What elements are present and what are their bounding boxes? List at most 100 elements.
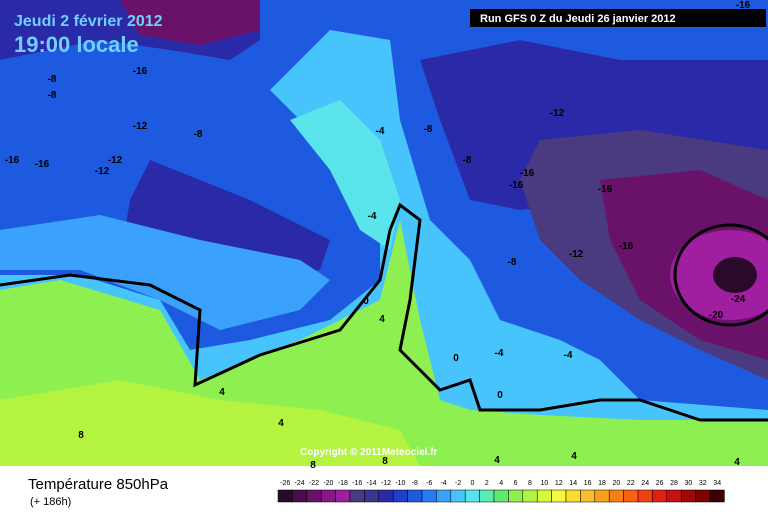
zone [290, 100, 400, 250]
contour-label: 4 [494, 455, 500, 466]
contour-label: -8 [48, 74, 57, 85]
scale-swatch [292, 489, 308, 503]
scale-swatch [709, 489, 725, 503]
scale-tick-label: 32 [699, 480, 707, 487]
scale-tick-label: -26 [280, 480, 290, 487]
scale-tick-label: -10 [395, 480, 405, 487]
scale-tick-label: -18 [338, 480, 348, 487]
scale-swatch [378, 489, 394, 503]
scale-tick-label: 8 [528, 480, 532, 487]
contour-label: -8 [48, 90, 57, 101]
contour-label: -16 [736, 0, 751, 11]
contour-label: -4 [564, 350, 573, 361]
contour-label: -12 [569, 249, 584, 260]
scale-swatch [594, 489, 610, 503]
contour-label: 8 [310, 460, 316, 471]
zone [0, 380, 420, 466]
contour-label: 4 [219, 387, 225, 398]
contour-label: -8 [463, 155, 472, 166]
zone [713, 257, 757, 293]
time-label: 19:00 locale [14, 32, 139, 57]
scale-tick-label: 2 [485, 480, 489, 487]
contour-label: -8 [424, 124, 433, 135]
scale-tick-label: -14 [367, 480, 377, 487]
date-label: Jeudi 2 février 2012 [14, 13, 163, 30]
contour-label: 8 [382, 456, 388, 467]
scale-swatch [580, 489, 596, 503]
footer-title: Température 850hPa [28, 476, 169, 493]
scale-swatch [421, 489, 437, 503]
scale-tick-label: -12 [381, 480, 391, 487]
contour-label: -16 [598, 184, 613, 195]
scale-swatch [695, 489, 711, 503]
run-box [470, 9, 766, 27]
zone [0, 30, 768, 466]
scale-swatch [522, 489, 538, 503]
contour-label: 8 [78, 430, 84, 441]
contour-line [673, 223, 768, 327]
scale-tick-label: 18 [598, 480, 606, 487]
scale-swatch [551, 489, 567, 503]
scale-swatch [392, 489, 408, 503]
scale-tick-label: 34 [713, 480, 721, 487]
scale-swatch [623, 489, 639, 503]
contour-label: -16 [35, 159, 50, 170]
scale-swatch [680, 489, 696, 503]
contour-label: 4 [734, 457, 740, 468]
scale-tick-label: 20 [613, 480, 621, 487]
scale-tick-label: -4 [440, 480, 446, 487]
scale-swatch [637, 489, 653, 503]
scale-tick-label: 22 [627, 480, 635, 487]
scale-swatch [306, 489, 322, 503]
scale-swatch [407, 489, 423, 503]
scale-tick-label: 4 [499, 480, 503, 487]
contour-label: -4 [376, 126, 385, 137]
scale-swatch [479, 489, 495, 503]
contour-label: -16 [520, 168, 535, 179]
scale-swatch [320, 489, 336, 503]
scale-swatch [666, 489, 682, 503]
contour-label: -12 [108, 155, 123, 166]
contour-label: -24 [731, 294, 746, 305]
scale-tick-label: 28 [670, 480, 678, 487]
scale-tick-label: -22 [309, 480, 319, 487]
contour-label: -4 [368, 211, 377, 222]
contour-label: -8 [508, 257, 517, 268]
contour-label: 4 [379, 314, 385, 325]
contour-line [0, 202, 768, 422]
scale-tick-label: -24 [295, 480, 305, 487]
scale-tick-label: 16 [584, 480, 592, 487]
contour-label: 0 [497, 390, 503, 401]
contour-label: 4 [278, 418, 284, 429]
scale-swatch [277, 489, 293, 503]
zone [120, 0, 260, 45]
scale-tick-label: -8 [412, 480, 418, 487]
scale-tick-label: -6 [426, 480, 432, 487]
contour-label: -4 [495, 348, 504, 359]
scale-swatch [464, 489, 480, 503]
contour-label: -16 [509, 180, 524, 191]
scale-tick-label: -16 [352, 480, 362, 487]
scale-swatch [450, 489, 466, 503]
contour-label: -20 [709, 310, 724, 321]
scale-swatch [608, 489, 624, 503]
footer-bg [0, 466, 768, 512]
scale-tick-label: 10 [541, 480, 549, 487]
contour-label: 0 [453, 353, 459, 364]
contour-label: -12 [133, 121, 148, 132]
copyright: Copyright © 2011Meteociel.fr [300, 447, 438, 458]
scale-tick-label: 30 [685, 480, 693, 487]
scale-swatch [335, 489, 351, 503]
scale-tick-label: 14 [569, 480, 577, 487]
run-label: Run GFS 0 Z du Jeudi 26 janvier 2012 [480, 13, 676, 25]
scale-tick-label: 6 [514, 480, 518, 487]
contour-label: -12 [550, 108, 565, 119]
scale-tick-label: 24 [641, 480, 649, 487]
contour-label: -16 [619, 241, 634, 252]
zone [0, 215, 330, 330]
scale-swatch [565, 489, 581, 503]
scale-tick-label: 0 [470, 480, 474, 487]
contour-label: 4 [571, 451, 577, 462]
